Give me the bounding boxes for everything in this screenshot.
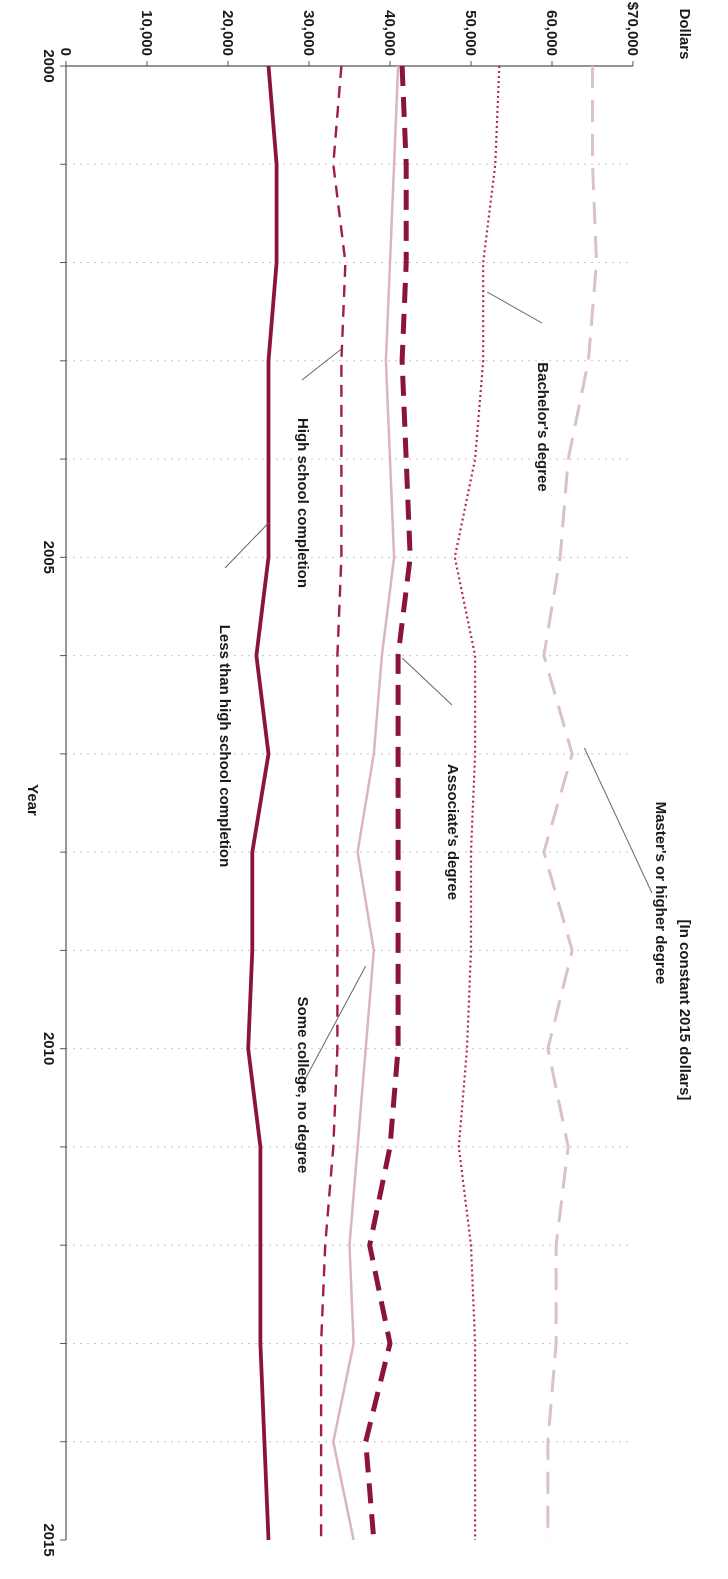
y-tick-label: 10,000 (138, 10, 155, 56)
y-tick-label: 0 (57, 48, 74, 56)
series-line (542, 66, 598, 1540)
y-tick-label: 50,000 (462, 10, 479, 56)
leader-line (401, 657, 453, 706)
series-label: Less than high school completion (216, 625, 233, 868)
series-label: Some college, no degree (294, 997, 311, 1174)
x-tick-label: 2015 (40, 1523, 57, 1556)
series-label: Associate's degree (444, 764, 461, 900)
y-tick-label: 20,000 (219, 10, 236, 56)
leader-line (301, 348, 342, 381)
x-tick-label: 2000 (40, 49, 57, 82)
y-tick-label: 30,000 (300, 10, 317, 56)
series-labels: Master's or higher degree Bachelor's degr… (216, 362, 669, 1173)
series-label: High school completion (294, 418, 311, 588)
series-line (453, 65, 501, 1540)
series-lines (246, 65, 598, 1541)
y-tick-label: $70,000 (624, 2, 641, 56)
leader-line (486, 291, 543, 324)
y-axis-title: Dollars (676, 9, 693, 60)
leader-line (224, 522, 269, 569)
series-label: Master's or higher degree (652, 802, 669, 985)
subtitle: [In constant 2015 dollars] (676, 920, 693, 1101)
leader-lines (224, 291, 653, 1086)
series-line (332, 65, 400, 1541)
x-ticks: 2000 2005 2010 2015 (40, 49, 66, 1557)
x-tick-label: 2005 (40, 541, 57, 574)
series-line (246, 65, 279, 1541)
leader-line (583, 747, 653, 894)
series-line (319, 65, 347, 1540)
y-tick-label: 60,000 (543, 10, 560, 56)
y-tick-label: 40,000 (381, 10, 398, 56)
x-tick-label: 2010 (40, 1032, 57, 1065)
leader-line (301, 965, 367, 1086)
series-label: Bachelor's degree (534, 362, 551, 491)
x-axis-title: Year (24, 784, 41, 816)
y-ticks: 0 10,000 20,000 30,000 40,000 50,000 60,000 $70… (57, 2, 641, 66)
